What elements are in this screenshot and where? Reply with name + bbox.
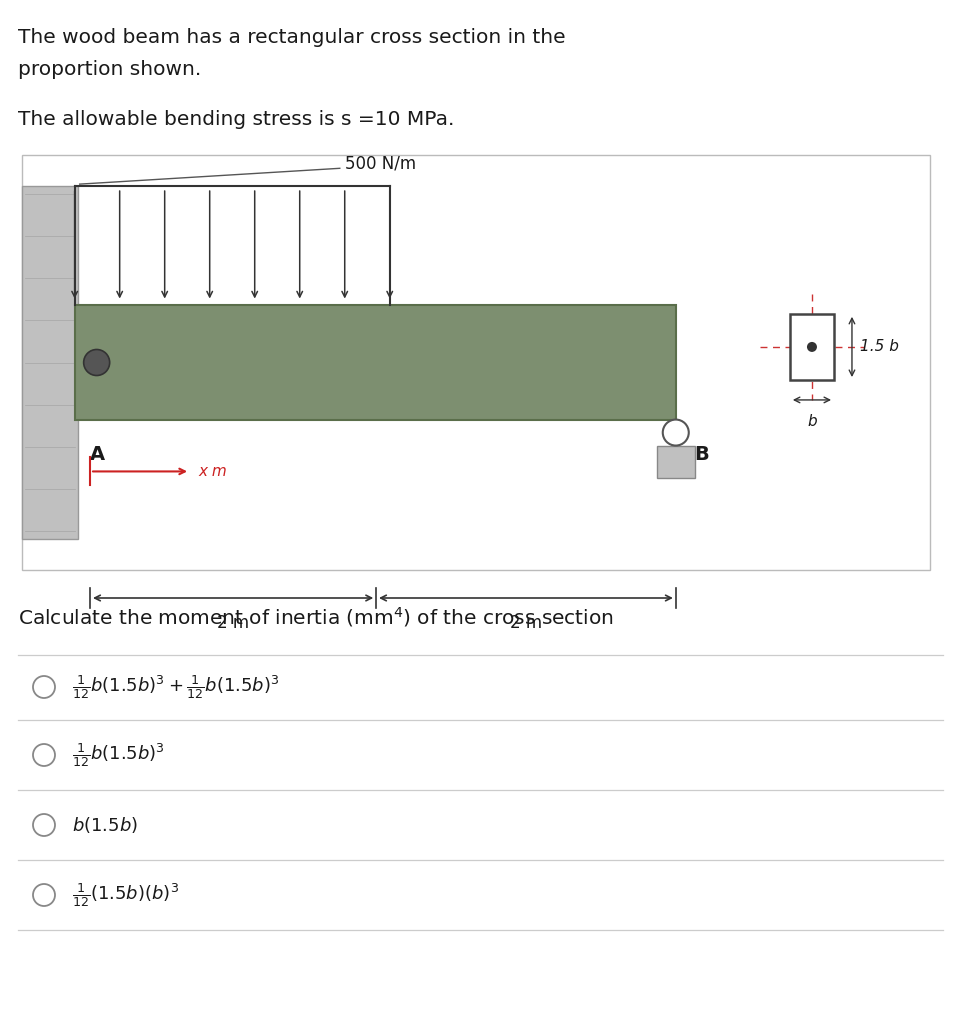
Text: $\frac{1}{12}b(1.5b)^3$: $\frac{1}{12}b(1.5b)^3$ bbox=[72, 741, 165, 769]
Text: 1.5 b: 1.5 b bbox=[860, 339, 899, 354]
Bar bbox=[22, 155, 930, 570]
Text: $\frac{1}{12}(1.5b)(b)^3$: $\frac{1}{12}(1.5b)(b)^3$ bbox=[72, 881, 179, 909]
Text: A: A bbox=[90, 445, 105, 465]
Bar bbox=[75, 305, 676, 420]
Text: $\frac{1}{12}b(1.5b)^3 + \frac{1}{12}b(1.5b)^3$: $\frac{1}{12}b(1.5b)^3 + \frac{1}{12}b(1… bbox=[72, 673, 280, 700]
Text: 2 m: 2 m bbox=[510, 614, 542, 632]
Text: Calculate the moment of inertia (mm$^4$) of the cross section: Calculate the moment of inertia (mm$^4$)… bbox=[18, 605, 614, 629]
Text: 500 N/m: 500 N/m bbox=[345, 155, 416, 172]
Bar bbox=[790, 314, 834, 380]
Text: $b(1.5b)$: $b(1.5b)$ bbox=[72, 815, 138, 835]
Circle shape bbox=[807, 342, 817, 352]
Text: 2 m: 2 m bbox=[217, 614, 249, 632]
Text: proportion shown.: proportion shown. bbox=[18, 60, 201, 79]
Text: The allowable bending stress is s ​=10 MPa.: The allowable bending stress is s ​=10 M… bbox=[18, 110, 455, 129]
Text: b: b bbox=[807, 414, 817, 429]
Text: x m: x m bbox=[198, 464, 227, 479]
Circle shape bbox=[663, 420, 689, 445]
Bar bbox=[22, 186, 78, 539]
Bar bbox=[656, 445, 695, 477]
Text: The wood beam has a rectangular cross section in the: The wood beam has a rectangular cross se… bbox=[18, 28, 566, 47]
Text: B: B bbox=[694, 445, 708, 465]
Circle shape bbox=[84, 349, 110, 376]
